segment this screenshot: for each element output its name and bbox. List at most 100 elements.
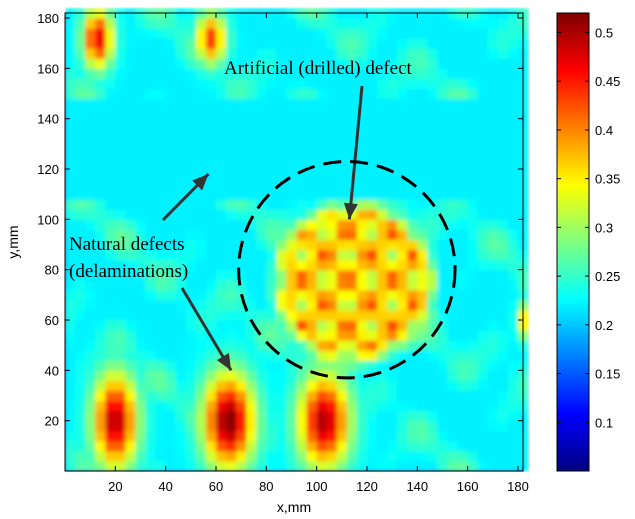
heatmap-cell xyxy=(246,309,257,321)
heatmap-cell xyxy=(65,108,76,120)
heatmap-cell xyxy=(336,330,348,341)
heatmap-cell xyxy=(226,400,237,412)
heatmap-cell xyxy=(457,18,469,29)
heatmap-cell xyxy=(135,38,147,49)
heatmap-cell xyxy=(306,88,318,100)
heatmap-cell xyxy=(387,430,398,442)
heatmap-cell xyxy=(316,279,328,291)
heatmap-cell xyxy=(457,440,469,452)
heatmap-cell xyxy=(437,219,449,231)
heatmap-cell xyxy=(397,430,408,442)
heatmap-cell xyxy=(366,440,378,452)
heatmap-cell xyxy=(185,219,197,231)
y-tick-label: 100 xyxy=(37,212,59,227)
heatmap-cell xyxy=(316,209,328,220)
heatmap-cell xyxy=(397,28,408,39)
heatmap-cell xyxy=(356,219,368,231)
heatmap-cell xyxy=(95,400,106,412)
heatmap-cell xyxy=(457,169,469,180)
heatmap-cell xyxy=(356,440,368,452)
heatmap-cell xyxy=(205,58,217,69)
heatmap-cell xyxy=(165,249,177,261)
heatmap-cell xyxy=(85,350,96,361)
heatmap-cell xyxy=(467,128,479,140)
heatmap-cell xyxy=(477,48,489,59)
heatmap-cell xyxy=(407,390,418,402)
heatmap-cell xyxy=(65,390,76,402)
heatmap-cell xyxy=(105,259,116,271)
heatmap-cell xyxy=(205,219,217,231)
heatmap-cell xyxy=(497,78,509,90)
heatmap-cell xyxy=(316,430,328,442)
heatmap-cell xyxy=(477,229,489,241)
heatmap-cell xyxy=(125,309,137,321)
heatmap-cell xyxy=(497,189,509,200)
heatmap-cell xyxy=(397,128,408,140)
heatmap-cell xyxy=(115,450,126,462)
heatmap-cell xyxy=(447,360,459,371)
heatmap-cell xyxy=(236,430,247,442)
heatmap-cell xyxy=(286,108,298,120)
heatmap-cell xyxy=(437,430,449,442)
heatmap-cell xyxy=(507,360,519,371)
heatmap-cell xyxy=(185,340,197,351)
heatmap-cell xyxy=(346,118,358,130)
heatmap-cell xyxy=(256,350,267,361)
heatmap-cell xyxy=(266,299,277,311)
heatmap-cell xyxy=(75,309,86,321)
heatmap-cell xyxy=(226,88,237,100)
heatmap-cell xyxy=(236,259,247,271)
heatmap-cell xyxy=(205,320,217,331)
heatmap-cell xyxy=(326,269,338,281)
heatmap-cell xyxy=(507,269,519,281)
heatmap-cell xyxy=(145,370,157,382)
heatmap-cell xyxy=(226,199,237,210)
heatmap-cell xyxy=(95,269,106,281)
heatmap-cell xyxy=(185,440,197,452)
x-axis-label: x,mm xyxy=(277,499,311,515)
heatmap-cell xyxy=(215,219,227,231)
heatmap-cell xyxy=(115,460,126,472)
heatmap-cell xyxy=(256,98,267,110)
heatmap-cell xyxy=(115,48,126,59)
heatmap-cell xyxy=(306,138,318,150)
y-tick-label: 60 xyxy=(45,313,59,328)
heatmap-cell xyxy=(236,28,247,39)
heatmap-cell xyxy=(115,400,126,412)
heatmap-cell xyxy=(236,219,247,231)
heatmap-cell xyxy=(246,269,257,281)
heatmap-cell xyxy=(105,179,116,190)
heatmap-cell xyxy=(336,98,348,110)
heatmap-cell xyxy=(105,28,116,39)
heatmap-cell xyxy=(175,28,187,39)
heatmap-cell xyxy=(256,158,267,170)
heatmap-cell xyxy=(85,118,96,130)
heatmap-cell xyxy=(377,430,388,442)
heatmap-cell xyxy=(185,18,197,29)
heatmap-cell xyxy=(195,259,207,271)
heatmap-cell xyxy=(316,78,328,90)
heatmap-cell xyxy=(205,88,217,100)
heatmap-cell xyxy=(296,309,308,321)
heatmap-cell xyxy=(65,309,76,321)
heatmap-cell xyxy=(356,138,368,150)
heatmap-cell xyxy=(497,400,509,412)
heatmap-cell xyxy=(205,440,217,452)
heatmap-cell xyxy=(316,179,328,190)
heatmap-cell xyxy=(256,88,267,100)
y-tick-label: 160 xyxy=(37,61,59,76)
heatmap-cell xyxy=(336,118,348,130)
heatmap-cell xyxy=(175,48,187,59)
heatmap-cell xyxy=(75,400,86,412)
heatmap-cell xyxy=(236,128,247,140)
heatmap-cell xyxy=(326,48,338,59)
x-tick-label: 60 xyxy=(209,479,223,494)
heatmap-cell xyxy=(215,340,227,351)
heatmap-cell xyxy=(487,360,499,371)
heatmap-cell xyxy=(155,48,167,59)
heatmap-cell xyxy=(246,148,257,160)
heatmap-cell xyxy=(417,400,428,412)
heatmap-cell xyxy=(155,239,167,251)
heatmap-cell xyxy=(477,199,489,210)
heatmap-cell xyxy=(175,269,187,281)
